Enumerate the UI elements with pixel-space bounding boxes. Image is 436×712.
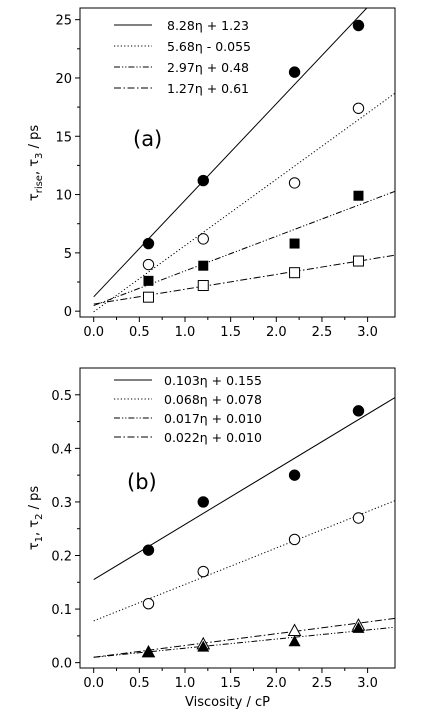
x-tick-label: 2.5 [312,325,333,340]
data-point [288,66,301,78]
data-point [352,19,365,32]
data-point [142,237,155,250]
legend-entry: 0.068η + 0.078 [164,392,262,407]
data-point [198,260,209,271]
x-tick-label: 3.0 [357,325,378,340]
data-point [352,255,364,267]
x-tick-label: 0.5 [129,325,150,340]
x-tick-label: 2.5 [312,676,333,691]
y-tick-label: 0.4 [51,442,72,457]
legend-entry: 2.97η + 0.48 [167,60,249,75]
data-point [142,544,155,556]
legend-entry: 8.28η + 1.23 [167,18,249,33]
y-tick-label: 25 [55,14,72,29]
data-point [197,174,209,187]
fit-line [93,500,395,622]
data-point [142,258,155,271]
x-tick-label: 1.5 [220,325,241,340]
y-tick-label: 10 [55,189,72,204]
legend-entry: 1.27η + 0.61 [167,81,249,96]
y-tick-label: 20 [55,72,72,87]
x-axis-label: Viscosity / cP [185,695,270,710]
data-point [289,267,301,279]
data-point [197,565,209,578]
data-point [288,635,301,647]
plot-frame [79,7,396,318]
y-axis-label: τ1, τ2 / ps [27,486,45,551]
plot-frame [79,367,396,669]
data-point [287,623,302,636]
legend-entry: 0.022η + 0.010 [164,430,262,445]
panel-label: (a) [133,127,162,151]
y-tick-label: 5 [64,247,72,262]
x-tick-label: 3.0 [357,676,378,691]
data-point [143,275,154,286]
data-point [142,291,154,303]
data-point [353,190,364,201]
data-point [142,598,155,610]
data-point [288,177,301,189]
legend-entry: 0.017η + 0.010 [164,411,262,426]
x-tick-label: 2.0 [266,676,287,691]
data-point [352,102,365,114]
y-tick-label: 15 [55,130,72,145]
data-point [352,405,365,417]
y-tick-label: 0 [64,305,72,320]
data-point [289,238,300,249]
data-point [352,621,365,633]
x-tick-label: 1.0 [175,325,196,340]
fit-line [93,190,395,307]
data-point [197,280,209,292]
x-tick-label: 0.0 [83,325,104,340]
fit-line [93,626,395,658]
y-tick-label: 0.1 [51,603,72,618]
x-tick-label: 0.5 [129,676,150,691]
x-tick-label: 0.0 [83,676,104,691]
fit-line [93,92,395,313]
y-axis-label: τrise, τ3 / ps [27,125,45,201]
y-tick-label: 0.3 [51,496,72,511]
data-point [288,469,301,481]
legend-entry: 5.68η - 0.055 [167,39,251,54]
y-tick-label: 0.5 [51,389,72,404]
data-point [288,533,301,546]
data-point [197,640,210,652]
data-point [197,496,209,508]
x-tick-label: 1.5 [220,676,241,691]
x-tick-label: 2.0 [266,325,287,340]
panel-label: (b) [127,470,157,494]
panel-b: 0.0 0.5 1.0 1.5 2.0 2.5 3.0 0.0 0.1 0.2 0.3 0.4 0.5 0… [27,367,396,710]
y-tick-label: 0.0 [51,657,72,672]
x-tick-label: 1.0 [175,676,196,691]
y-tick-label: 0.2 [51,550,72,565]
data-point [352,512,365,524]
panel-a: 0.0 0.5 1.0 1.5 2.0 2.5 3.0 0 5 10 15 20 25 8.28η + 1… [27,7,396,340]
fit-line [93,617,395,658]
legend-entry: 0.103η + 0.155 [164,373,262,388]
data-point [197,233,209,245]
data-point [142,645,155,657]
